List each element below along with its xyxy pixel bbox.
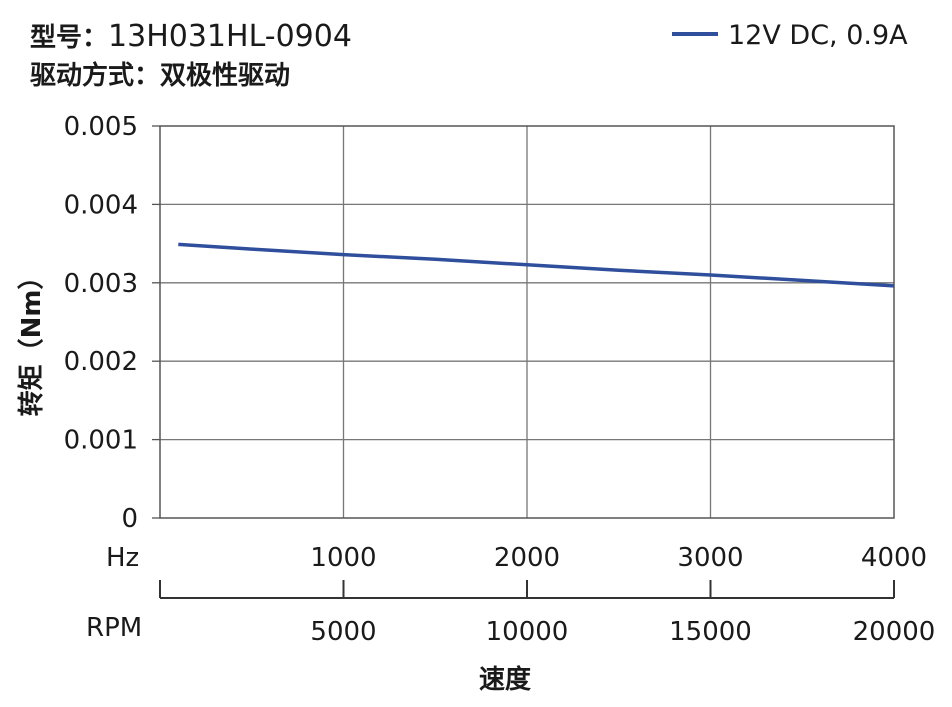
plot-frame xyxy=(159,125,895,519)
y-tick-label: 0.002 xyxy=(64,347,138,377)
y-tick-label: 0.004 xyxy=(64,190,138,220)
series-layer xyxy=(178,242,895,288)
hz-unit-label: Hz xyxy=(106,543,139,573)
rpm-tick-label: 15000 xyxy=(669,617,752,647)
hz-tick-label: 3000 xyxy=(677,543,743,573)
y-tick-label: 0.005 xyxy=(64,112,138,142)
hz-tick-label: 4000 xyxy=(861,543,927,573)
rpm-tick-label: 5000 xyxy=(310,617,376,647)
model-label: 型号：13H031HL-0904 xyxy=(30,19,352,54)
rpm-unit-label: RPM xyxy=(86,613,142,643)
hz-tick-label: 1000 xyxy=(310,543,376,573)
y-tick-label: 0 xyxy=(121,504,138,534)
x-axis-title: 速度 xyxy=(479,664,531,695)
drive-mode-label: 驱动方式：双极性驱动 xyxy=(30,60,290,91)
y-tick-labels: 0 0.001 0.002 0.003 0.004 0.005 xyxy=(64,112,138,534)
rpm-tick-label: 20000 xyxy=(853,617,936,647)
grid-lines xyxy=(152,125,894,519)
hz-tick-label: 2000 xyxy=(494,543,560,573)
series-line xyxy=(178,242,895,288)
hz-tick-labels: 1000 2000 3000 4000 xyxy=(310,543,927,573)
rpm-tick-label: 10000 xyxy=(486,617,569,647)
y-axis-title: 转矩（Nm） xyxy=(17,264,47,417)
y-tick-label: 0.001 xyxy=(64,426,138,456)
rpm-tick-labels: 5000 10000 15000 20000 xyxy=(310,617,935,647)
model-value: 13H031HL-0904 xyxy=(108,19,352,54)
rpm-tick-marks xyxy=(159,580,895,598)
legend-label: 12V DC, 0.9A xyxy=(728,20,908,51)
model-prefix: 型号： xyxy=(30,23,108,53)
y-tick-label: 0.003 xyxy=(64,269,138,299)
